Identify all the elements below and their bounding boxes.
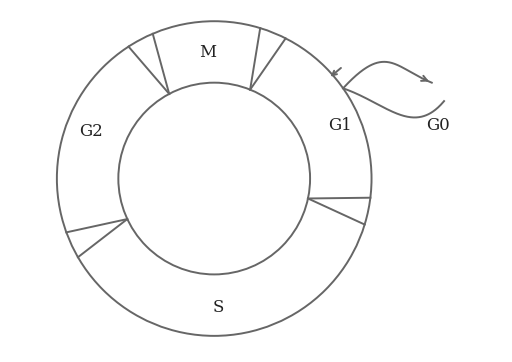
Text: G1: G1: [328, 117, 352, 134]
Text: G0: G0: [426, 117, 450, 134]
Text: M: M: [199, 43, 216, 60]
Text: G2: G2: [79, 123, 102, 140]
Text: S: S: [213, 299, 224, 316]
